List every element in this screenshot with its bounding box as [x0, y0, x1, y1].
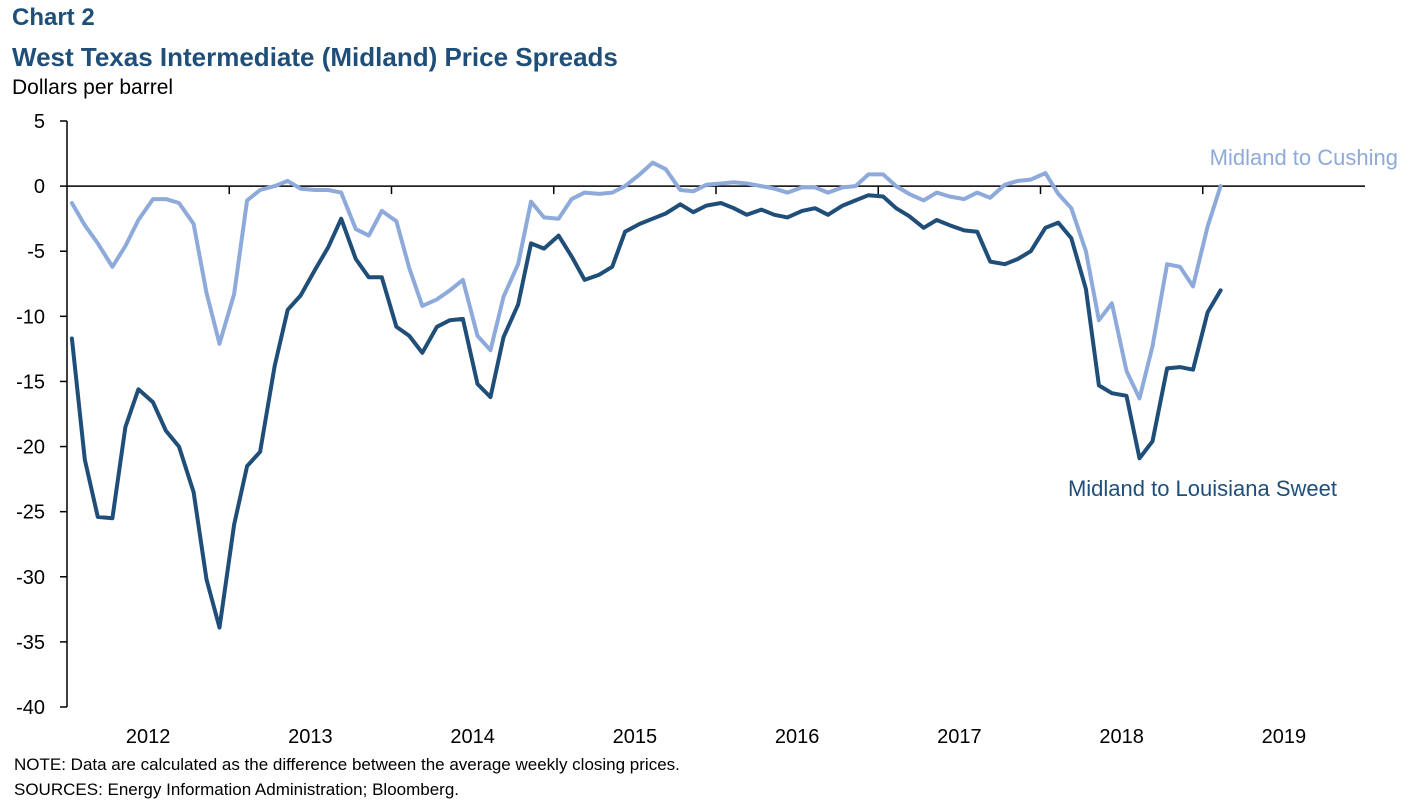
x-tick-label: 2013 — [288, 726, 333, 748]
y-tick-label: -5 — [27, 241, 45, 263]
y-tick-label: 0 — [34, 176, 45, 198]
chart-axes: 5 0 -5 -10 -15 -20 -25 -30 -35 -40 2012 2013 2014 201… — [16, 111, 1365, 748]
series-line-louisiana — [69, 193, 1223, 630]
y-tick-label: -30 — [16, 567, 45, 589]
x-tick-label: 2017 — [937, 726, 982, 748]
y-tick-label: -10 — [16, 306, 45, 328]
x-tick-label: 2012 — [126, 726, 171, 748]
chart-series — [69, 160, 1223, 630]
y-tick-label: -40 — [16, 697, 45, 719]
y-axis-unit-label: Dollars per barrel — [12, 76, 174, 99]
chart-note: NOTE: Data are calculated as the differe… — [14, 755, 680, 774]
x-tick-label: 2014 — [450, 726, 495, 748]
x-tick-label: 2019 — [1262, 726, 1307, 748]
x-tick-label: 2016 — [775, 726, 820, 748]
series-line-cushing — [69, 160, 1223, 401]
chart-sources: SOURCES: Energy Information Administrati… — [14, 780, 460, 799]
chart-number: Chart 2 — [12, 4, 95, 31]
y-tick-label: 5 — [34, 111, 45, 133]
y-tick-label: -20 — [16, 437, 45, 459]
series-label-louisiana: Midland to Louisiana Sweet — [1068, 476, 1337, 501]
y-tick-label: -15 — [16, 371, 45, 393]
chart-title: West Texas Intermediate (Midland) Price … — [12, 42, 618, 72]
x-tick-label: 2015 — [613, 726, 658, 748]
y-tick-label: -35 — [16, 632, 45, 654]
y-tick-label: -25 — [16, 502, 45, 524]
series-label-cushing: Midland to Cushing — [1210, 145, 1398, 170]
x-tick-label: 2018 — [1099, 726, 1144, 748]
